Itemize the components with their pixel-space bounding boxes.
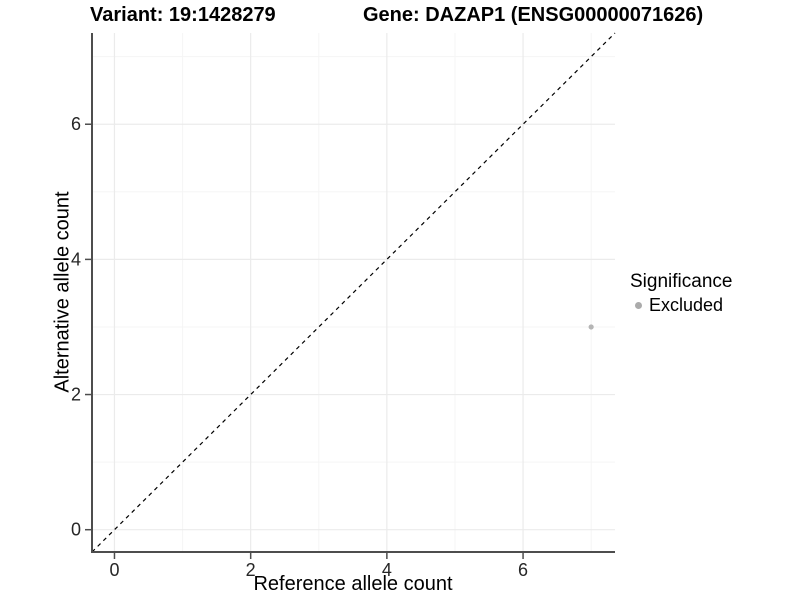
legend-item-label: Excluded [649,294,724,315]
data-point [588,324,594,330]
plot-title-gene: Gene: DAZAP1 (ENSG00000071626) [363,4,704,26]
legend: Significance Excluded [630,270,732,316]
y-tick-label: 2 [71,385,81,405]
y-tick-label: 0 [71,520,81,540]
y-tick-label: 6 [71,114,81,134]
legend-item-excluded: Excluded [630,294,732,316]
identity-line [91,32,616,553]
plot-title-variant: Variant: 19:1428279 [90,4,276,26]
x-tick-label: 2 [246,560,256,580]
x-tick-label: 6 [518,560,528,580]
x-axis-title: Reference allele count [253,573,453,595]
x-tick-label: 4 [382,560,392,580]
legend-point-icon [635,301,642,309]
y-tick-label: 4 [71,249,81,269]
x-tick-label: 0 [109,560,119,580]
legend-title: Significance [630,271,733,292]
